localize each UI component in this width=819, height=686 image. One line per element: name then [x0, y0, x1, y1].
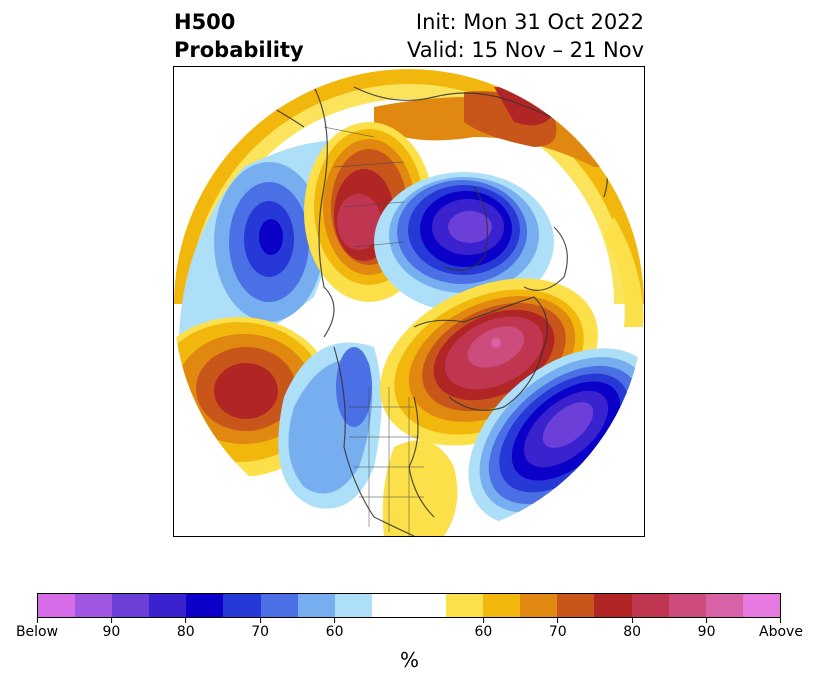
- colorbar-tick-label: 60: [474, 624, 493, 640]
- colorbar-swatch: [38, 594, 76, 617]
- colorbar-tick: 90: [102, 618, 120, 641]
- colorbar-swatch: [668, 594, 706, 617]
- colorbar-swatch: [186, 594, 224, 617]
- init-date: Init: Mon 31 Oct 2022: [415, 10, 644, 34]
- colorbar-tick: 70: [251, 618, 269, 641]
- colorbar-tick-label: 80: [176, 624, 195, 640]
- colorbar-tick: 80: [177, 618, 195, 641]
- colorbar-tick: 60: [326, 618, 344, 641]
- colorbar-tick: 70: [549, 618, 567, 641]
- colorbar-tick-label: 90: [697, 624, 716, 640]
- colorbar-swatch: [408, 594, 447, 617]
- valid-period: Valid: 15 Nov – 21 Nov: [407, 38, 644, 62]
- colorbar-tick-label: Above: [759, 624, 803, 640]
- colorbar-swatch: [557, 594, 595, 617]
- colorbar-swatch: [594, 594, 632, 617]
- chart-title-left: H500 Probability: [174, 8, 304, 64]
- colorbar-swatch: [297, 594, 335, 617]
- colorbar-tick-label: 70: [548, 624, 567, 640]
- colorbar-tick-label: 80: [623, 624, 642, 640]
- colorbar-swatch: [260, 594, 298, 617]
- colorbar-tick: 80: [623, 618, 641, 641]
- colorbar-swatch: [483, 594, 521, 617]
- colorbar: [37, 593, 781, 618]
- colorbar-swatch: [334, 594, 372, 617]
- colorbar-swatch: [371, 594, 409, 617]
- colorbar-tick-label: Below: [15, 624, 59, 640]
- colorbar-swatch: [446, 594, 484, 617]
- colorbar-units: %: [399, 648, 419, 672]
- colorbar-tick: Above: [759, 618, 803, 641]
- colorbar-swatch: [223, 594, 261, 617]
- colorbar-swatch: [520, 594, 558, 617]
- colorbar-tick: 60: [474, 618, 492, 641]
- colorbar-swatch: [75, 594, 113, 617]
- colorbar-ticks: Below 90 80 70 60 60 70 80 90 Above: [16, 618, 803, 648]
- colorbar-tick: 90: [698, 618, 716, 641]
- polar-map-svg: [174, 69, 644, 536]
- colorbar-swatch: [149, 594, 187, 617]
- polar-map: [173, 66, 645, 537]
- chart-title-right: Init: Mon 31 Oct 2022 Valid: 15 Nov – 21…: [407, 8, 644, 64]
- colorbar-tick: Below: [16, 618, 58, 641]
- colorbar-tick-label: 90: [102, 624, 121, 640]
- colorbar-swatch: [112, 594, 150, 617]
- colorbar-tick-label: 60: [325, 624, 344, 640]
- title-quantity: Probability: [174, 38, 304, 62]
- colorbar-swatch: [705, 594, 743, 617]
- colorbar-swatch: [742, 594, 780, 617]
- title-variable: H500: [174, 10, 236, 34]
- colorbar-swatch: [631, 594, 669, 617]
- colorbar-tick-label: 70: [251, 624, 270, 640]
